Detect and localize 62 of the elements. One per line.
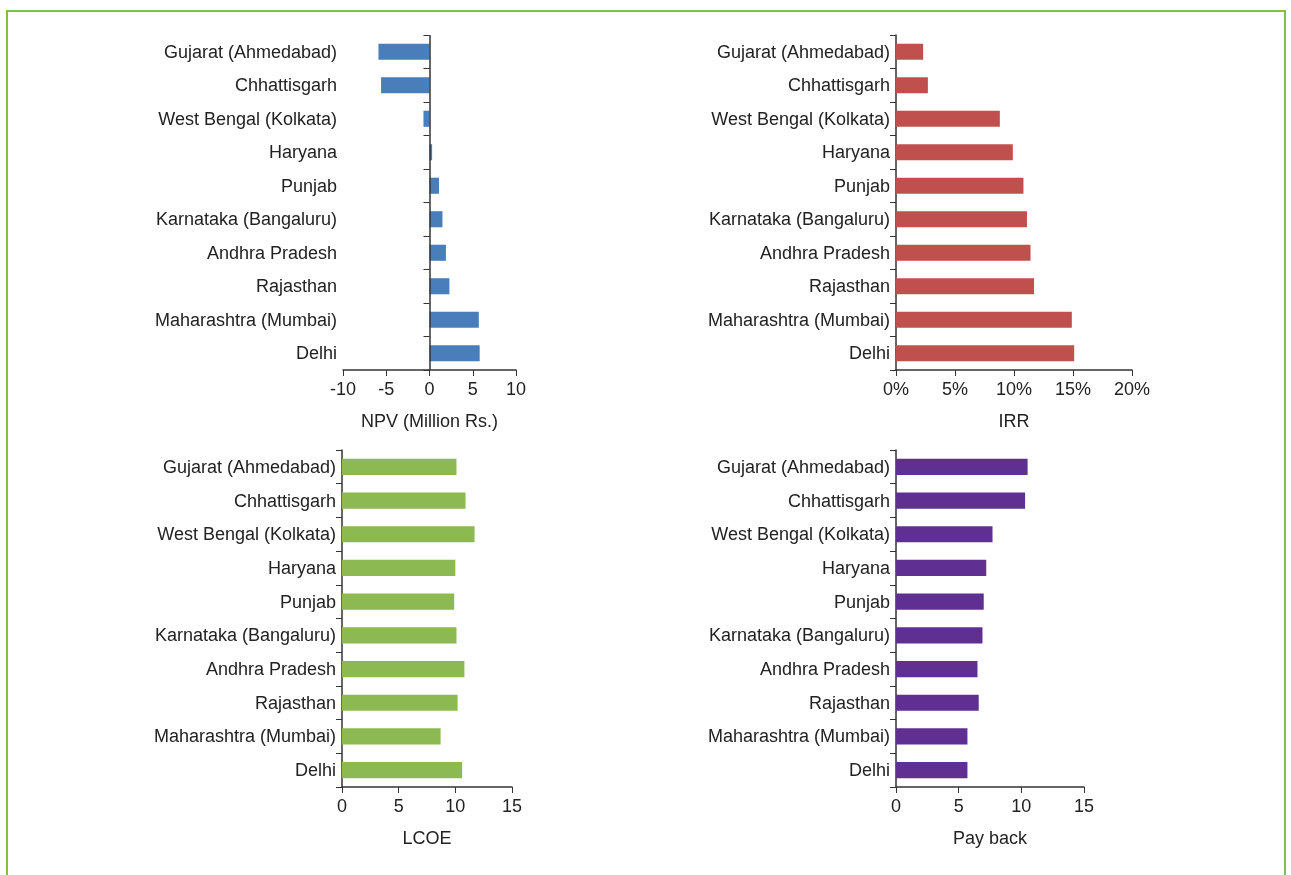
y-tick-label: Chhattisgarh xyxy=(234,75,337,96)
y-tick-label: Maharashtra (Mumbai) xyxy=(707,726,890,747)
x-tick-label: 10 xyxy=(445,796,466,816)
x-tick-label: 10 xyxy=(1011,796,1032,816)
y-tick-label: Chhattisgarh xyxy=(233,490,336,511)
y-tick-label: Haryana xyxy=(268,142,338,163)
x-axis-title: LCOE xyxy=(402,828,452,848)
y-tick-label: Karnataka (Bangaluru) xyxy=(154,625,336,646)
y-tick-label: Andhra Pradesh xyxy=(206,242,337,263)
y-tick-label: Rajasthan xyxy=(255,276,337,297)
y-tick-label: Andhra Pradesh xyxy=(759,242,890,263)
y-tick-label: Delhi xyxy=(848,343,890,364)
y-tick-label: West Bengal (Kolkata) xyxy=(158,108,337,129)
x-tick-label: 5 xyxy=(953,796,964,816)
y-tick-label: Punjab xyxy=(280,175,337,196)
x-axis-title: Pay back xyxy=(952,828,1029,848)
y-tick-label: Delhi xyxy=(295,343,337,364)
y-tick-label: Delhi xyxy=(848,760,890,781)
x-tick-label: -10 xyxy=(329,379,357,399)
x-tick-label: 10 xyxy=(505,379,527,399)
x-tick-label: 0 xyxy=(890,796,902,816)
y-tick-label: Maharashtra (Mumbai) xyxy=(154,309,337,330)
y-tick-label: Chhattisgarh xyxy=(787,75,890,96)
y-tick-label: Punjab xyxy=(279,591,336,612)
x-axis-title: IRR xyxy=(998,411,1030,431)
y-tick-label: West Bengal (Kolkata) xyxy=(711,108,890,129)
x-tick-label: 15 xyxy=(1073,796,1095,816)
x-tick-label: -5 xyxy=(378,379,395,399)
x-tick-label: 5 xyxy=(467,379,478,399)
x-tick-label: 15 xyxy=(501,796,523,816)
y-tick-label: Gujarat (Ahmedabad) xyxy=(163,41,337,62)
x-axis-title: NPV (Million Rs.) xyxy=(360,411,499,431)
x-tick-label: 5% xyxy=(941,379,969,399)
y-tick-label: Gujarat (Ahmedabad) xyxy=(162,456,336,477)
y-tick-label: Chhattisgarh xyxy=(787,490,890,511)
y-tick-label: Rajasthan xyxy=(808,692,890,713)
y-tick-label: Gujarat (Ahmedabad) xyxy=(716,41,890,62)
x-tick-label: 20% xyxy=(1113,379,1151,399)
y-tick-label: Haryana xyxy=(267,557,337,578)
y-tick-label: Rajasthan xyxy=(254,692,336,713)
x-tick-label: 5 xyxy=(393,796,404,816)
y-tick-label: Haryana xyxy=(821,557,891,578)
y-tick-label: Karnataka (Bangaluru) xyxy=(708,625,890,646)
y-tick-label: Maharashtra (Mumbai) xyxy=(153,726,336,747)
y-tick-label: Rajasthan xyxy=(808,276,890,297)
y-tick-label: Punjab xyxy=(833,591,890,612)
x-tick-label: 10% xyxy=(995,379,1033,399)
y-tick-label: Haryana xyxy=(821,142,891,163)
y-tick-label: Andhra Pradesh xyxy=(205,659,336,680)
y-tick-label: Andhra Pradesh xyxy=(759,659,890,680)
y-tick-label: West Bengal (Kolkata) xyxy=(711,524,890,545)
x-tick-label: 0 xyxy=(424,379,435,399)
x-tick-label: 15% xyxy=(1054,379,1092,399)
y-tick-label: Maharashtra (Mumbai) xyxy=(707,309,890,330)
y-tick-label: Punjab xyxy=(833,175,890,196)
y-tick-label: Karnataka (Bangaluru) xyxy=(155,209,337,230)
y-tick-label: West Bengal (Kolkata) xyxy=(157,524,336,545)
x-tick-label: 0% xyxy=(882,379,910,399)
y-tick-label: Gujarat (Ahmedabad) xyxy=(716,456,890,477)
y-tick-label: Delhi xyxy=(294,760,336,781)
x-tick-label: 0 xyxy=(336,796,348,816)
y-tick-label: Karnataka (Bangaluru) xyxy=(708,209,890,230)
